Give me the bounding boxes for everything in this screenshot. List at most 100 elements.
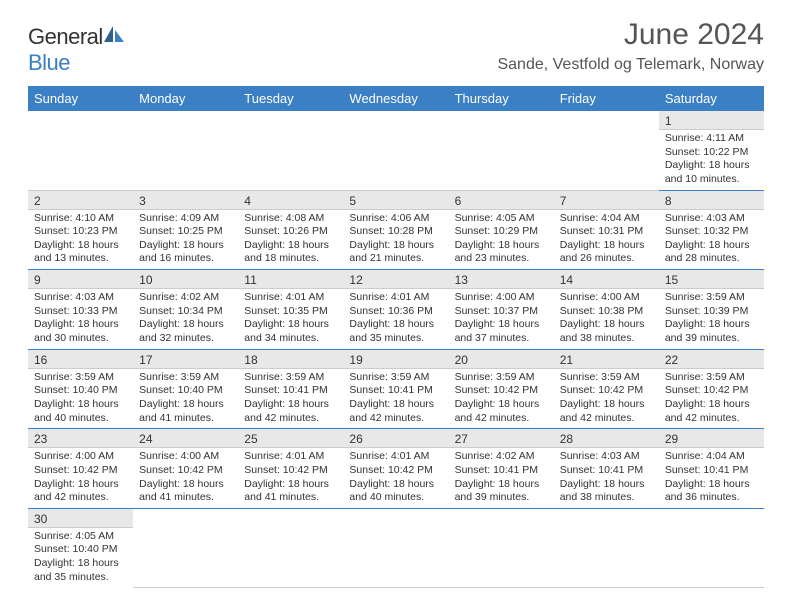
day-body: Sunrise: 4:02 AMSunset: 10:34 PMDaylight… — [133, 289, 238, 349]
daylight-line: Daylight: 18 hours and 28 minutes. — [665, 239, 750, 265]
day-number: 24 — [133, 429, 238, 448]
day-body: Sunrise: 4:01 AMSunset: 10:42 PMDaylight… — [343, 448, 448, 508]
calendar-row: 2Sunrise: 4:10 AMSunset: 10:23 PMDayligh… — [28, 190, 764, 270]
day-cell: 30Sunrise: 4:05 AMSunset: 10:40 PMDaylig… — [28, 508, 133, 587]
day-cell: 16Sunrise: 3:59 AMSunset: 10:40 PMDaylig… — [28, 349, 133, 429]
day-body: Sunrise: 4:03 AMSunset: 10:33 PMDaylight… — [28, 289, 133, 349]
daylight-line: Daylight: 18 hours and 13 minutes. — [34, 239, 119, 265]
day-number: 23 — [28, 429, 133, 448]
day-cell: 19Sunrise: 3:59 AMSunset: 10:41 PMDaylig… — [343, 349, 448, 429]
day-body: Sunrise: 3:59 AMSunset: 10:40 PMDaylight… — [133, 369, 238, 429]
day-cell: 23Sunrise: 4:00 AMSunset: 10:42 PMDaylig… — [28, 429, 133, 509]
day-number: 1 — [659, 111, 764, 130]
sunset-line: Sunset: 10:26 PM — [244, 225, 327, 237]
sunset-line: Sunset: 10:41 PM — [244, 384, 327, 396]
day-body: Sunrise: 4:03 AMSunset: 10:32 PMDaylight… — [659, 210, 764, 270]
sunrise-line: Sunrise: 4:01 AM — [244, 291, 324, 303]
weekday-header: Sunday — [28, 86, 133, 111]
daylight-line: Daylight: 18 hours and 42 minutes. — [455, 398, 540, 424]
day-cell: 27Sunrise: 4:02 AMSunset: 10:41 PMDaylig… — [449, 429, 554, 509]
sunrise-line: Sunrise: 4:02 AM — [139, 291, 219, 303]
daylight-line: Daylight: 18 hours and 10 minutes. — [665, 159, 750, 185]
sunrise-line: Sunrise: 4:02 AM — [455, 450, 535, 462]
day-cell: 1Sunrise: 4:11 AMSunset: 10:22 PMDayligh… — [659, 111, 764, 190]
sunset-line: Sunset: 10:42 PM — [665, 384, 748, 396]
day-body: Sunrise: 4:05 AMSunset: 10:29 PMDaylight… — [449, 210, 554, 270]
calendar-row: 1Sunrise: 4:11 AMSunset: 10:22 PMDayligh… — [28, 111, 764, 190]
sunrise-line: Sunrise: 4:03 AM — [34, 291, 114, 303]
day-body: Sunrise: 4:03 AMSunset: 10:41 PMDaylight… — [554, 448, 659, 508]
sunset-line: Sunset: 10:33 PM — [34, 305, 117, 317]
daylight-line: Daylight: 18 hours and 41 minutes. — [244, 478, 329, 504]
day-cell: 29Sunrise: 4:04 AMSunset: 10:41 PMDaylig… — [659, 429, 764, 509]
sunset-line: Sunset: 10:41 PM — [560, 464, 643, 476]
empty-cell — [554, 111, 659, 190]
day-cell: 26Sunrise: 4:01 AMSunset: 10:42 PMDaylig… — [343, 429, 448, 509]
day-body: Sunrise: 4:00 AMSunset: 10:37 PMDaylight… — [449, 289, 554, 349]
daylight-line: Daylight: 18 hours and 41 minutes. — [139, 398, 224, 424]
day-body: Sunrise: 3:59 AMSunset: 10:41 PMDaylight… — [343, 369, 448, 429]
weekday-header: Friday — [554, 86, 659, 111]
calendar-row: 23Sunrise: 4:00 AMSunset: 10:42 PMDaylig… — [28, 429, 764, 509]
day-cell: 10Sunrise: 4:02 AMSunset: 10:34 PMDaylig… — [133, 270, 238, 350]
day-body: Sunrise: 4:01 AMSunset: 10:42 PMDaylight… — [238, 448, 343, 508]
sunset-line: Sunset: 10:31 PM — [560, 225, 643, 237]
calendar-row: 30Sunrise: 4:05 AMSunset: 10:40 PMDaylig… — [28, 508, 764, 587]
daylight-line: Daylight: 18 hours and 42 minutes. — [244, 398, 329, 424]
day-body: Sunrise: 4:02 AMSunset: 10:41 PMDaylight… — [449, 448, 554, 508]
day-body: Sunrise: 3:59 AMSunset: 10:39 PMDaylight… — [659, 289, 764, 349]
day-body: Sunrise: 4:09 AMSunset: 10:25 PMDaylight… — [133, 210, 238, 270]
day-number: 5 — [343, 191, 448, 210]
day-number: 18 — [238, 350, 343, 369]
empty-cell — [133, 111, 238, 190]
sunrise-line: Sunrise: 4:01 AM — [349, 450, 429, 462]
weekday-header: Monday — [133, 86, 238, 111]
sunrise-line: Sunrise: 4:04 AM — [560, 212, 640, 224]
daylight-line: Daylight: 18 hours and 39 minutes. — [455, 478, 540, 504]
day-number: 16 — [28, 350, 133, 369]
sunset-line: Sunset: 10:40 PM — [139, 384, 222, 396]
weekday-header: Saturday — [659, 86, 764, 111]
sunset-line: Sunset: 10:39 PM — [665, 305, 748, 317]
sunset-line: Sunset: 10:29 PM — [455, 225, 538, 237]
sail-icon — [103, 24, 125, 44]
day-body: Sunrise: 4:00 AMSunset: 10:42 PMDaylight… — [133, 448, 238, 508]
sunrise-line: Sunrise: 4:00 AM — [455, 291, 535, 303]
day-cell: 22Sunrise: 3:59 AMSunset: 10:42 PMDaylig… — [659, 349, 764, 429]
daylight-line: Daylight: 18 hours and 40 minutes. — [34, 398, 119, 424]
day-number: 28 — [554, 429, 659, 448]
day-cell: 20Sunrise: 3:59 AMSunset: 10:42 PMDaylig… — [449, 349, 554, 429]
sunrise-line: Sunrise: 3:59 AM — [349, 371, 429, 383]
weekday-header: Tuesday — [238, 86, 343, 111]
day-body: Sunrise: 4:04 AMSunset: 10:31 PMDaylight… — [554, 210, 659, 270]
day-number: 27 — [449, 429, 554, 448]
day-body: Sunrise: 4:11 AMSunset: 10:22 PMDaylight… — [659, 130, 764, 190]
day-number: 9 — [28, 270, 133, 289]
daylight-line: Daylight: 18 hours and 38 minutes. — [560, 478, 645, 504]
day-number: 22 — [659, 350, 764, 369]
sunset-line: Sunset: 10:41 PM — [665, 464, 748, 476]
sunset-line: Sunset: 10:32 PM — [665, 225, 748, 237]
weekday-header: Wednesday — [343, 86, 448, 111]
calendar-body: 1Sunrise: 4:11 AMSunset: 10:22 PMDayligh… — [28, 111, 764, 587]
day-body: Sunrise: 3:59 AMSunset: 10:42 PMDaylight… — [449, 369, 554, 429]
sunset-line: Sunset: 10:42 PM — [560, 384, 643, 396]
daylight-line: Daylight: 18 hours and 23 minutes. — [455, 239, 540, 265]
day-number: 6 — [449, 191, 554, 210]
day-number: 21 — [554, 350, 659, 369]
day-body: Sunrise: 3:59 AMSunset: 10:42 PMDaylight… — [659, 369, 764, 429]
daylight-line: Daylight: 18 hours and 37 minutes. — [455, 318, 540, 344]
daylight-line: Daylight: 18 hours and 40 minutes. — [349, 478, 434, 504]
day-number: 29 — [659, 429, 764, 448]
empty-cell — [28, 111, 133, 190]
empty-cell — [449, 111, 554, 190]
empty-cell — [343, 111, 448, 190]
daylight-line: Daylight: 18 hours and 32 minutes. — [139, 318, 224, 344]
empty-cell — [449, 508, 554, 587]
day-body: Sunrise: 4:10 AMSunset: 10:23 PMDaylight… — [28, 210, 133, 270]
sunset-line: Sunset: 10:42 PM — [244, 464, 327, 476]
daylight-line: Daylight: 18 hours and 18 minutes. — [244, 239, 329, 265]
sunrise-line: Sunrise: 4:04 AM — [665, 450, 745, 462]
sunset-line: Sunset: 10:28 PM — [349, 225, 432, 237]
sunset-line: Sunset: 10:42 PM — [455, 384, 538, 396]
